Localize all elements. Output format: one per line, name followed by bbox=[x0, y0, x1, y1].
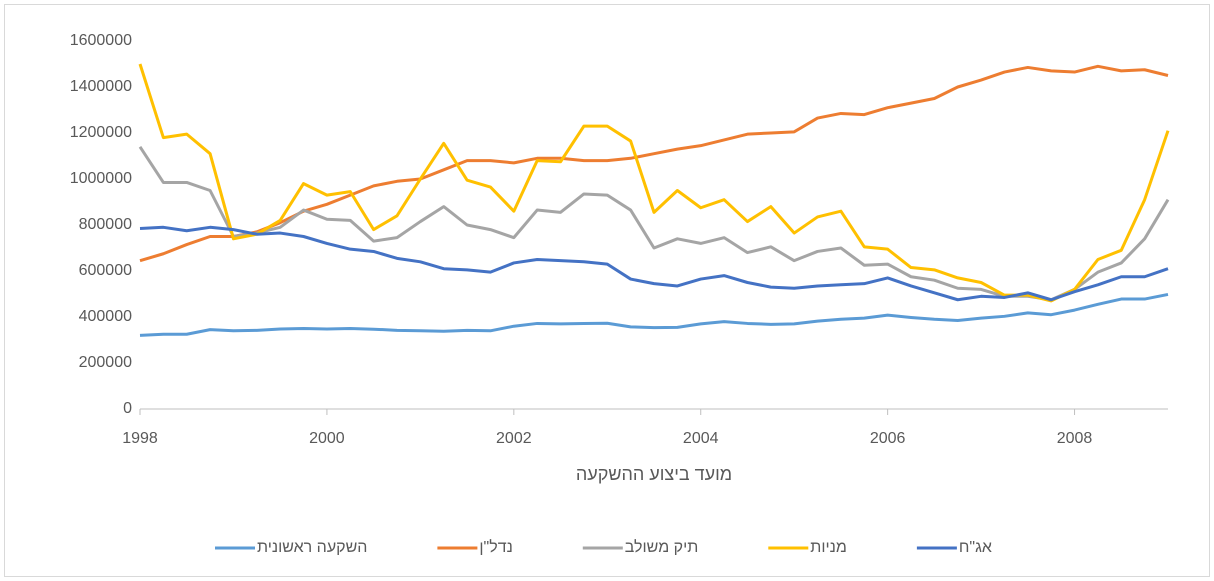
series-line bbox=[139, 292, 1169, 337]
legend-label: נדל"ן bbox=[479, 538, 512, 556]
x-tick-label: 2000 bbox=[309, 430, 345, 447]
y-tick-label: 1600000 bbox=[70, 32, 132, 49]
x-axis-title: מועד ביצוע ההשקעה bbox=[576, 464, 732, 484]
x-tick-label: 2004 bbox=[683, 430, 719, 447]
series-line bbox=[138, 63, 1170, 303]
series-line bbox=[138, 145, 1170, 302]
series-line bbox=[139, 64, 1169, 263]
x-tick-label: 2008 bbox=[1057, 430, 1093, 447]
y-tick-label: 200000 bbox=[79, 354, 132, 371]
chart-frame bbox=[4, 4, 1210, 577]
y-tick-label: 400000 bbox=[79, 308, 132, 325]
series-line bbox=[139, 225, 1169, 302]
y-tick-label: 1200000 bbox=[70, 124, 132, 141]
legend-label: אג"ח bbox=[959, 539, 992, 556]
y-tick-label: 800000 bbox=[79, 216, 132, 233]
y-tick-label: 1400000 bbox=[70, 78, 132, 95]
y-tick-label: 600000 bbox=[79, 262, 132, 279]
x-tick-label: 2002 bbox=[496, 430, 532, 447]
x-tick-label: 1998 bbox=[122, 430, 158, 447]
y-tick-label: 0 bbox=[123, 400, 132, 417]
legend-label: תיק משולב bbox=[625, 538, 699, 556]
legend-label: השקעה ראשונית bbox=[257, 539, 367, 556]
y-tick-label: 1000000 bbox=[70, 170, 132, 187]
x-tick-label: 2006 bbox=[870, 430, 906, 447]
legend-label: מניות bbox=[810, 539, 847, 556]
